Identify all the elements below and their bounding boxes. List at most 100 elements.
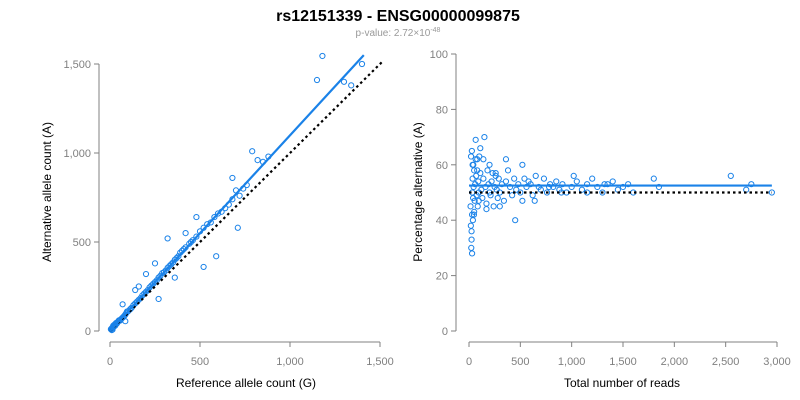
allele-count-data-point xyxy=(171,274,178,281)
percentage-data-point xyxy=(472,156,479,163)
percentage-data-point xyxy=(583,181,591,188)
percentage-y-tick-label: 20 xyxy=(436,271,448,283)
percentage-data-point xyxy=(475,178,482,185)
allele-count-xlabel: Reference allele count (G) xyxy=(176,376,316,390)
percentage-scatter: 0 500 1,000 1,500 2,000 2,500 3,000 0 20 40 60 80 10… xyxy=(411,49,791,390)
allele-count-data-point xyxy=(189,237,196,244)
allele-count-data-point xyxy=(130,302,137,309)
percentage-data-point xyxy=(467,222,474,229)
percentage-data-point xyxy=(474,167,481,174)
allele-count-data-point xyxy=(151,278,159,286)
percentage-axes: 0 500 1,000 1,500 2,000 2,500 3,000 0 20 40 60 80 10… xyxy=(430,49,791,368)
percentage-data-point xyxy=(469,175,476,182)
percentage-x-tick-label: 2,000 xyxy=(661,356,689,368)
percentage-data-point xyxy=(487,192,494,199)
percentage-data-point xyxy=(523,183,530,191)
allele-count-fit-line xyxy=(109,54,365,332)
percentage-data-point xyxy=(553,178,560,185)
allele-count-y-tick-label: 500 xyxy=(73,237,91,249)
allele-count-data-point xyxy=(168,261,175,268)
percentage-data-point xyxy=(559,181,566,188)
allele-count-y-tick-label: 0 xyxy=(85,326,91,338)
allele-count-data-point xyxy=(155,295,162,303)
percentage-x-tick-label: 0 xyxy=(466,356,472,368)
percentage-data-point xyxy=(594,183,601,191)
allele-count-data-point xyxy=(132,286,139,294)
percentage-data-point xyxy=(601,181,608,188)
allele-count-data-point xyxy=(187,238,195,246)
percentage-xlabel: Total number of reads xyxy=(564,376,680,390)
allele-count-data-point xyxy=(142,270,150,278)
percentage-data-point xyxy=(589,175,596,182)
allele-count-data-point xyxy=(213,253,220,260)
figure-title: rs12151339 - ENSG00000099875 xyxy=(276,8,520,25)
percentage-data-point xyxy=(471,167,478,174)
allele-count-x-tick-label: 0 xyxy=(107,356,113,368)
percentage-points xyxy=(467,134,775,257)
allele-count-data-point xyxy=(319,52,326,60)
percentage-x-tick-label: 2,500 xyxy=(712,356,740,368)
allele-count-data-point xyxy=(126,306,133,313)
percentage-data-point xyxy=(543,189,551,196)
percentage-y-tick-label: 100 xyxy=(430,49,448,61)
subtitle-pvalue: p-value: 2.72×10 xyxy=(356,28,431,39)
allele-count-data-point xyxy=(122,318,129,325)
percentage-ylabel: Percentage alternative (A) xyxy=(411,122,425,261)
allele-count-y-tick-label: 1,000 xyxy=(63,148,91,160)
percentage-y-tick-label: 40 xyxy=(436,215,448,227)
percentage-data-point xyxy=(472,136,479,143)
percentage-data-point xyxy=(483,206,490,213)
percentage-data-point xyxy=(532,172,539,179)
percentage-data-point xyxy=(475,197,482,204)
percentage-data-point xyxy=(471,197,478,204)
percentage-data-point xyxy=(469,217,477,224)
allele-count-data-point xyxy=(340,78,348,85)
percentage-data-point xyxy=(578,186,586,193)
allele-count-data-point xyxy=(150,280,157,287)
allele-count-ylabel: Alternative allele count (A) xyxy=(40,122,54,262)
subtitle-exponent: -48 xyxy=(430,27,440,34)
percentage-data-point xyxy=(599,189,606,196)
percentage-data-point xyxy=(498,181,505,188)
allele-count-data-point xyxy=(313,76,321,84)
percentage-data-point xyxy=(519,197,526,204)
percentage-data-point xyxy=(506,183,514,191)
percentage-data-point xyxy=(504,167,512,174)
percentage-data-point xyxy=(509,192,516,199)
allele-count-data-point xyxy=(166,262,173,270)
allele-count-x-tick-label: 500 xyxy=(191,356,209,368)
percentage-data-point xyxy=(545,183,553,191)
allele-count-data-point xyxy=(135,283,142,290)
percentage-data-point xyxy=(568,183,575,191)
percentage-data-point xyxy=(619,183,627,191)
allele-count-data-point xyxy=(214,210,222,217)
percentage-data-point xyxy=(470,211,478,218)
percentage-data-point xyxy=(768,189,775,196)
percentage-data-point xyxy=(531,197,538,204)
percentage-data-point xyxy=(490,203,497,210)
percentage-data-point xyxy=(515,181,522,188)
percentage-y-tick-label: 80 xyxy=(436,104,448,116)
percentage-data-point xyxy=(473,172,480,179)
percentage-data-point xyxy=(583,189,591,196)
percentage-data-point xyxy=(471,208,478,215)
percentage-data-point xyxy=(521,175,528,182)
percentage-data-point xyxy=(511,175,518,182)
percentage-x-tick-label: 1,500 xyxy=(609,356,637,368)
percentage-data-point xyxy=(529,192,536,199)
percentage-data-point xyxy=(650,175,657,182)
percentage-data-point xyxy=(474,203,481,210)
percentage-data-point xyxy=(467,203,474,210)
allele-count-data-point xyxy=(200,263,207,271)
percentage-data-point xyxy=(540,175,548,182)
percentage-data-point xyxy=(477,145,484,152)
allele-count-data-point xyxy=(160,269,168,276)
allele-count-data-point xyxy=(164,264,171,271)
percentage-y-tick-label: 60 xyxy=(436,160,448,172)
allele-count-data-point xyxy=(133,298,141,305)
percentage-data-point xyxy=(468,250,476,257)
allele-count-data-point xyxy=(234,224,241,231)
percentage-data-point xyxy=(502,156,510,163)
percentage-x-tick-label: 3,000 xyxy=(763,356,791,368)
